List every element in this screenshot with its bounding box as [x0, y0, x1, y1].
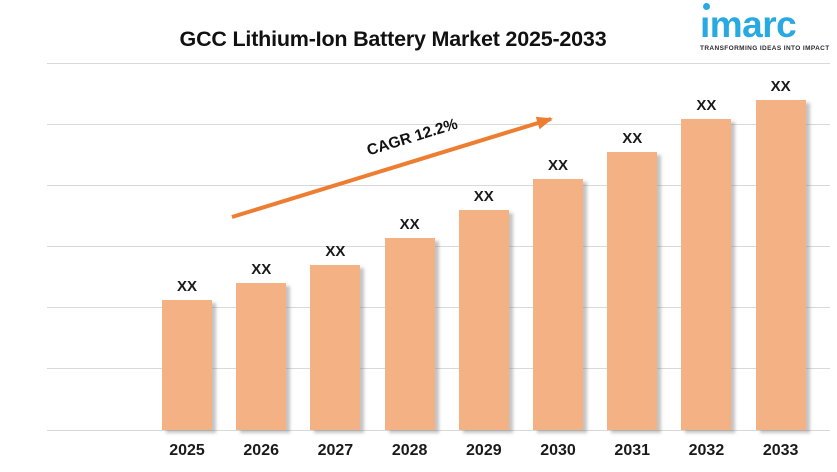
x-axis-label-2029: 2029	[466, 442, 502, 459]
bar-2029	[458, 210, 509, 430]
imarc-tagline: TRANSFORMING IDEAS INTO IMPACT	[700, 45, 830, 52]
bar-2026	[236, 282, 287, 430]
x-axis-label-2033: 2033	[762, 442, 799, 459]
bar-2025	[162, 300, 212, 430]
x-axis-label-2027: 2027	[317, 442, 354, 459]
imarc-wordmark: ımarc	[700, 3, 797, 45]
x-axis-label-2026: 2026	[243, 442, 279, 459]
gridline	[47, 62, 830, 64]
bar-value-label-2027: XX	[325, 242, 346, 260]
x-axis-label-2025: 2025	[169, 442, 205, 459]
gridline	[47, 307, 830, 309]
x-axis-label-2028: 2028	[391, 442, 428, 459]
cagr-annotation: CAGR 12.2%	[364, 115, 460, 160]
x-axis-label-2031: 2031	[614, 442, 651, 459]
bar-value-label-2030: XX	[548, 156, 569, 174]
bar-value-label-2029: XX	[473, 188, 494, 206]
bar-2030	[533, 178, 584, 430]
bar-value-label-2026: XX	[251, 260, 272, 278]
bar-value-label-2025: XX	[176, 278, 197, 296]
bar-2031	[607, 151, 658, 430]
x-axis-label-2032: 2032	[688, 442, 725, 459]
bar-value-label-2033: XX	[770, 78, 791, 96]
bar-value-label-2028: XX	[399, 216, 420, 234]
gridline	[47, 246, 830, 247]
bar-2027	[310, 264, 361, 430]
bar-value-label-2032: XX	[696, 97, 717, 115]
bar-2032	[681, 119, 732, 430]
bar-2028	[384, 238, 435, 430]
x-axis-label-2030: 2030	[540, 442, 576, 459]
chart-title: GCC Lithium-Ion Battery Market 2025-2033	[179, 27, 607, 51]
bar-value-label-2031: XX	[622, 129, 643, 147]
logo-i-dot-icon	[703, 3, 710, 10]
plot-area: CAGR 12.2% XX 2025 XX 2026 XX 2027 XX 2028 XX 202…	[47, 62, 830, 459]
bar-2033	[755, 100, 806, 430]
gridline	[47, 429, 830, 431]
imarc-logo: ımarc TRANSFORMING IDEAS INTO IMPACT	[700, 3, 830, 52]
gridline	[47, 368, 830, 370]
